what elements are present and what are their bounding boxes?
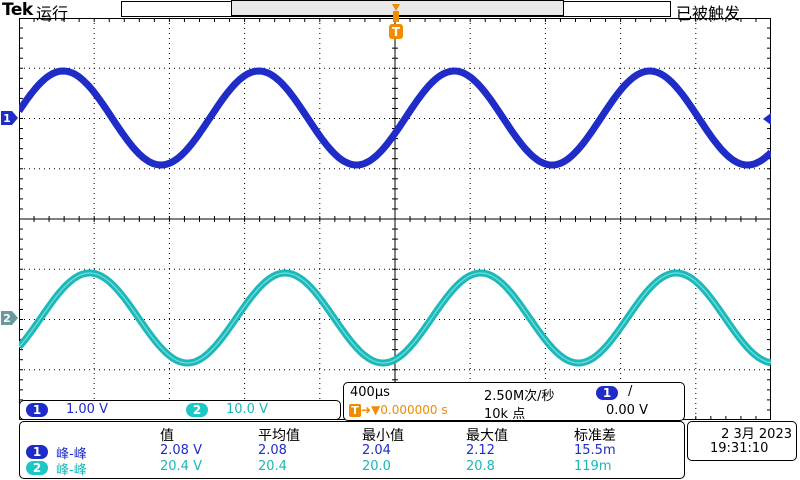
- meas-row2-value: 20.4 V: [160, 459, 202, 474]
- meas-row1-min: 2.04: [362, 443, 391, 458]
- ch2-badge[interactable]: 2: [186, 403, 208, 417]
- trigger-position-readout: T ➜▼0.000000 s: [349, 403, 448, 417]
- sample-rate: 2.50M次/秒: [484, 389, 555, 404]
- meas-row2-type: 峰-峰: [56, 463, 87, 478]
- acquisition-panel: 400µs 2.50M次/秒 1 / T ➜▼0.000000 s 10k 点 0…: [343, 382, 685, 422]
- waveform-display: [19, 18, 771, 420]
- brand-logo: Tek: [2, 0, 33, 20]
- trigger-icon: T: [349, 404, 361, 417]
- trigger-arrow-icon: ➜▼: [361, 403, 381, 417]
- meas-row2-mean: 20.4: [258, 459, 287, 474]
- ch2-waveform-core: [19, 272, 771, 364]
- header-min: 最小值: [362, 428, 404, 444]
- date: 2 3月 2023: [721, 427, 792, 442]
- time: 19:31:10: [710, 441, 769, 456]
- ch2-scale: 10.0 V: [226, 402, 268, 417]
- meas-row2-min: 20.0: [362, 459, 391, 474]
- meas-row1-value: 2.08 V: [160, 443, 202, 458]
- trigger-position-marker[interactable]: T: [388, 2, 404, 40]
- header-std: 标准差: [574, 428, 616, 444]
- ch1-ground-marker[interactable]: 1: [0, 110, 20, 126]
- meas-row1-channel-badge[interactable]: 1: [26, 445, 48, 459]
- trigger-level-marker[interactable]: [760, 112, 772, 126]
- ch2-ground-marker[interactable]: 2: [0, 310, 20, 326]
- timebase: 400µs: [350, 385, 390, 400]
- trigger-slope-icon: /: [628, 384, 633, 399]
- record-length: 10k 点: [484, 407, 526, 422]
- meas-row2-std: 119m: [574, 459, 612, 474]
- ch2-marker-label: 2: [3, 312, 11, 325]
- meas-row1-max: 2.12: [466, 443, 495, 458]
- ch1-waveform: [19, 67, 771, 169]
- trigger-position: 0.000000 s: [380, 403, 448, 417]
- ch1-badge[interactable]: 1: [26, 403, 48, 417]
- meas-row2-channel-badge[interactable]: 2: [26, 461, 48, 475]
- channel-scale-panel: 1 1.00 V 2 10.0 V: [19, 400, 341, 420]
- measurements-panel: 值 平均值 最小值 最大值 标准差 1 峰-峰 2.08 V 2.08 2.04…: [19, 421, 685, 479]
- meas-row2-max: 20.8: [466, 459, 495, 474]
- trigger-level: 0.00 V: [606, 403, 648, 418]
- datetime-panel: 2 3月 2023 19:31:10: [687, 421, 797, 461]
- ch1-scale: 1.00 V: [66, 402, 108, 417]
- header-mean: 平均值: [258, 428, 300, 444]
- header-max: 最大值: [466, 428, 508, 444]
- meas-row1-std: 15.5m: [574, 443, 616, 458]
- meas-row1-type: 峰-峰: [56, 447, 87, 462]
- meas-row1-mean: 2.08: [258, 443, 287, 458]
- trigger-marker-label: T: [392, 25, 401, 39]
- trigger-source-badge[interactable]: 1: [596, 386, 618, 400]
- ch1-marker-label: 1: [3, 112, 11, 125]
- header-value: 值: [160, 428, 174, 444]
